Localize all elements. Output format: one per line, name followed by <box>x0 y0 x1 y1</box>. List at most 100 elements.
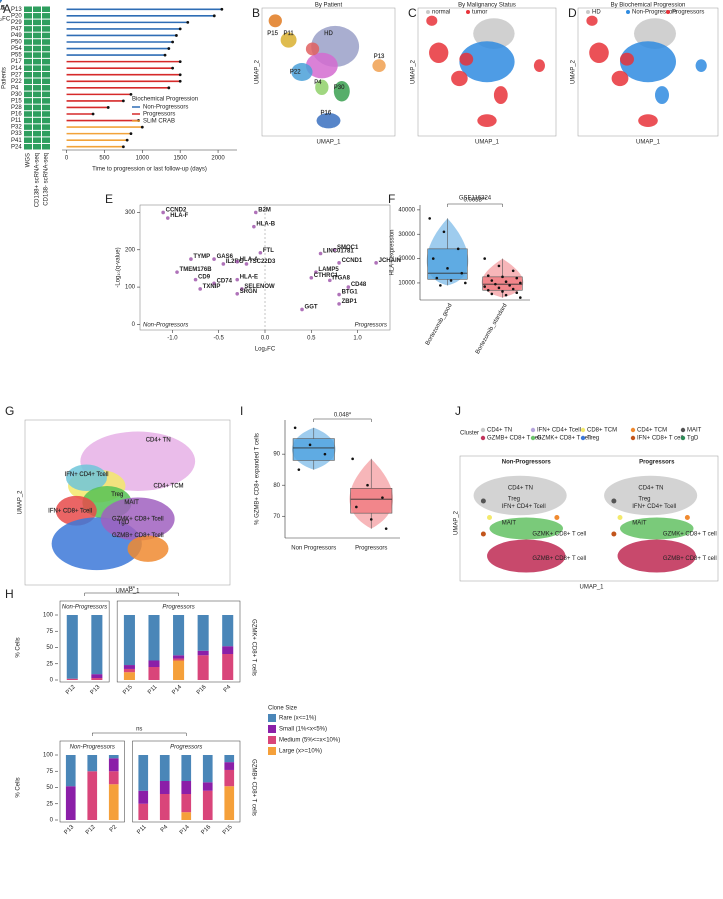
x-tick-label: -0.5 <box>0 6 6 12</box>
point <box>501 275 504 279</box>
point-label: TSC22D3 <box>249 259 276 265</box>
legend-label: Rare (x<=1%) <box>279 716 316 722</box>
umap-cluster <box>617 539 696 573</box>
row-label: P33 <box>11 131 22 137</box>
row-label: P16 <box>11 112 22 118</box>
point <box>486 274 490 277</box>
y-tick-label: 70 <box>273 514 280 520</box>
bar-segment <box>224 786 235 820</box>
umap-cell <box>611 498 617 504</box>
row-label: P32 <box>11 125 22 131</box>
umap-cell <box>487 515 492 520</box>
bar-segment <box>224 769 235 787</box>
point-label: GIMAP5 <box>3 0 27 1</box>
cluster-label: CD4+ TN <box>508 485 533 491</box>
bar-segment <box>123 615 135 666</box>
cluster-label: IFN+ CD4+ Tcell <box>65 472 109 478</box>
heatmap-cell <box>42 71 50 78</box>
point <box>161 210 165 215</box>
bar-end <box>178 60 182 64</box>
legend-swatch <box>530 427 536 433</box>
bar-segment <box>197 615 209 651</box>
heatmap-cell <box>33 124 41 130</box>
point <box>519 281 522 285</box>
x-tick-label: 500 <box>99 156 110 162</box>
point <box>221 262 226 266</box>
point-label: CD48 <box>351 282 367 288</box>
row-label: P55 <box>11 53 22 59</box>
y-axis-label: HLA-I expression <box>390 229 396 275</box>
x-tick-label: P4 <box>160 824 170 834</box>
point <box>483 257 486 260</box>
cluster-label: HD <box>324 31 333 37</box>
legend-label: Progressors <box>143 112 175 118</box>
y-axis-label: UMAP_2 <box>411 59 417 84</box>
point-label: TMEM176B <box>180 267 213 273</box>
group-frame <box>59 740 125 823</box>
umap-cluster <box>451 70 468 87</box>
y-tick-label: 200 <box>125 247 136 253</box>
point <box>235 259 240 264</box>
point <box>511 287 515 291</box>
significance-bracket <box>84 592 179 596</box>
bar-segment <box>65 786 76 820</box>
point <box>511 269 515 273</box>
umap-cell <box>684 515 690 520</box>
group-label: Progressors <box>170 745 202 751</box>
point <box>300 307 304 312</box>
point <box>240 287 244 291</box>
heatmap-cell <box>24 91 32 98</box>
x-axis-label: UMAP_1 <box>115 589 140 595</box>
y-axis-label: % Cells <box>16 777 22 797</box>
heatmap-cell <box>42 143 50 150</box>
umap-frame <box>417 7 557 137</box>
cluster-label: CD4+ TCM <box>153 484 183 490</box>
point <box>442 230 446 234</box>
bar-segment <box>148 615 160 661</box>
legend-label: Non-Progressors <box>143 105 188 111</box>
umap-cluster <box>589 42 609 64</box>
x-axis-label: UMAP_1 <box>579 585 604 591</box>
heatmap-cell <box>42 52 50 58</box>
y-tick-label: 80 <box>273 483 280 489</box>
point <box>431 257 435 260</box>
point <box>508 284 511 287</box>
point <box>189 257 193 261</box>
bar-segment <box>159 755 170 781</box>
point <box>497 286 501 290</box>
point-label: ZBP1 <box>342 299 358 305</box>
umap-frame <box>459 455 719 582</box>
cluster-label: Treg <box>508 496 520 502</box>
y-tick-label: 90 <box>273 452 280 458</box>
heatmap-column-label: CD138+ scRNA-seq <box>35 153 41 207</box>
heatmap-cell <box>33 13 41 19</box>
x-tick-label: Progressors <box>355 546 387 552</box>
panel-subtitle: Non-Progressors <box>502 460 552 466</box>
point <box>374 261 378 265</box>
legend-swatch <box>580 435 586 441</box>
bar-segment <box>148 660 160 667</box>
cluster-label: P15 <box>267 31 278 37</box>
umap-cell <box>617 515 623 520</box>
point-label: IL32 <box>3 0 16 1</box>
heatmap-cell <box>24 130 32 137</box>
group-label: Progressors <box>162 605 194 611</box>
cluster-label: GZMB+ CD8+ T cell <box>532 556 586 562</box>
bar-end <box>129 92 133 96</box>
umap-cluster <box>305 42 320 56</box>
panel-letter: F <box>388 192 395 206</box>
point-label: GAS6 <box>217 254 234 260</box>
point-label: IL2RG <box>226 259 244 265</box>
bar-segment <box>108 784 119 820</box>
heatmap-cell <box>24 143 32 150</box>
cluster-label: GZMB+ CD8+ Tcell <box>112 533 164 539</box>
point-label: RBM38 <box>3 0 24 1</box>
legend-swatch <box>580 427 586 433</box>
point-label: TYMP <box>193 254 210 260</box>
x-tick-label: P11 <box>147 684 159 696</box>
box <box>350 488 393 514</box>
y-axis-label: % GZMB+ CD8+ expanded T cells <box>255 433 261 525</box>
row-label: P50 <box>11 40 22 46</box>
heatmap-cell <box>33 85 41 91</box>
